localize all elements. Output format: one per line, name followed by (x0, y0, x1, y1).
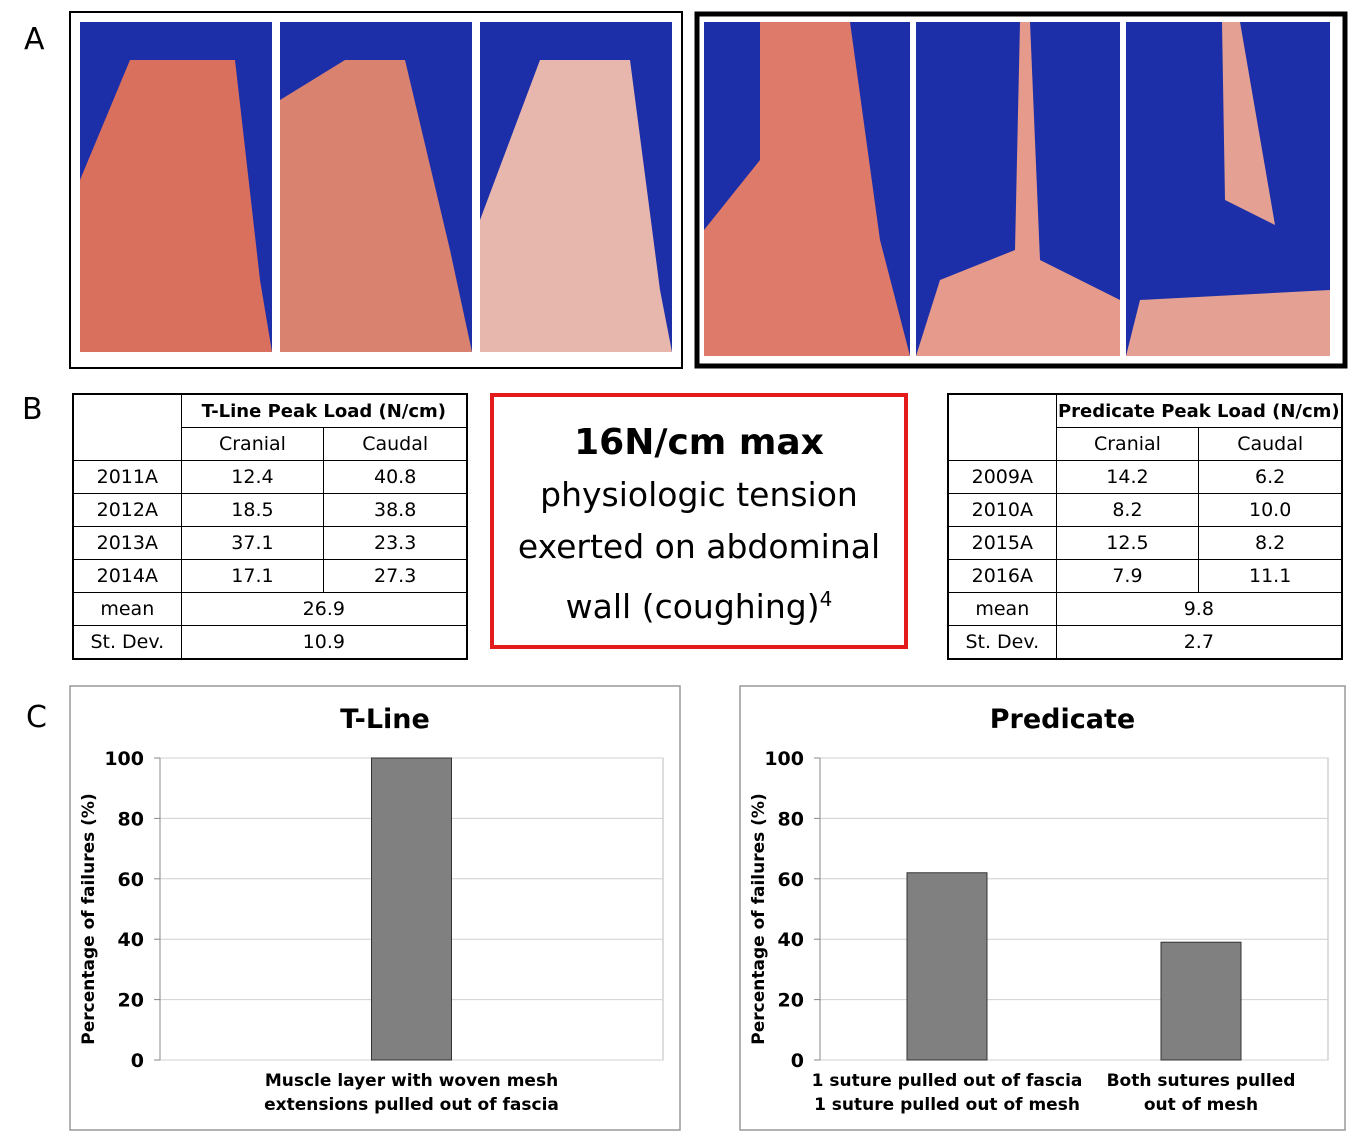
group-header: Predicate Peak Load (N/cm) (1056, 394, 1342, 428)
y-tick-label: 20 (778, 990, 804, 1012)
y-tick-label: 40 (778, 929, 804, 951)
cell: 37.1 (181, 527, 324, 560)
group-header: T-Line Peak Load (N/cm) (181, 394, 467, 428)
superscript: 4 (820, 587, 833, 611)
cell: mean (948, 593, 1056, 626)
cell: 2015A (948, 527, 1056, 560)
cell: St. Dev. (948, 626, 1056, 660)
cell: St. Dev. (73, 626, 181, 660)
panel-label: C (26, 700, 47, 735)
y-tick-label: 0 (131, 1050, 144, 1072)
callout-headline: 16N/cm max (494, 417, 904, 469)
cell: 38.8 (324, 494, 467, 527)
callout-line: physiologic tension (494, 469, 904, 521)
column-header: Caudal (324, 428, 467, 461)
summary-row: St. Dev.2.7 (948, 626, 1342, 660)
cell: 6.2 (1199, 461, 1342, 494)
cell: 40.8 (324, 461, 467, 494)
cell: 12.5 (1056, 527, 1199, 560)
bar (1161, 942, 1241, 1060)
cell: 7.9 (1056, 560, 1199, 593)
cell: 8.2 (1199, 527, 1342, 560)
column-header: Cranial (181, 428, 324, 461)
chart-frame (740, 686, 1345, 1130)
photos (80, 22, 1330, 356)
y-tick-label: 100 (104, 748, 144, 770)
callout-line: wall (coughing) (566, 587, 820, 626)
y-tick-label: 80 (118, 808, 144, 830)
column-header: Caudal (1199, 428, 1342, 461)
y-tick-label: 0 (791, 1050, 804, 1072)
header-row: T-Line Peak Load (N/cm) (73, 394, 467, 428)
panel-label: B (22, 392, 43, 427)
blank-cell (948, 394, 1056, 461)
cell: 14.2 (1056, 461, 1199, 494)
y-tick-label: 20 (118, 990, 144, 1012)
cell: 23.3 (324, 527, 467, 560)
header-row: Predicate Peak Load (N/cm) (948, 394, 1342, 428)
y-tick-label: 60 (118, 869, 144, 891)
y-tick-label: 80 (778, 808, 804, 830)
cell: 2.7 (1056, 626, 1342, 660)
figure: T-LinePercentage of failures (%)02040608… (0, 0, 1358, 1143)
y-axis-label: Percentage of failures (%) (749, 793, 769, 1044)
chart-title: T-Line (340, 704, 430, 735)
cell: 26.9 (181, 593, 467, 626)
column-header: Cranial (1056, 428, 1199, 461)
cell: 9.8 (1056, 593, 1342, 626)
panel-label: A (24, 22, 45, 57)
cell: 2010A (948, 494, 1056, 527)
cell: 2016A (948, 560, 1056, 593)
y-tick-label: 40 (118, 929, 144, 951)
cell: 12.4 (181, 461, 324, 494)
cell: 10.0 (1199, 494, 1342, 527)
cell: 2012A (73, 494, 181, 527)
cell: 2009A (948, 461, 1056, 494)
cell: 11.1 (1199, 560, 1342, 593)
blank-cell (73, 394, 181, 461)
chart-title: Predicate (990, 704, 1135, 735)
callout-line: exerted on abdominal (494, 521, 904, 573)
cell: 27.3 (324, 560, 467, 593)
bar (907, 873, 987, 1060)
callout-box: 16N/cm max physiologic tension exerted o… (490, 393, 908, 649)
cell: 10.9 (181, 626, 467, 660)
cell: 2011A (73, 461, 181, 494)
cell: 8.2 (1056, 494, 1199, 527)
cell: 17.1 (181, 560, 324, 593)
bar (372, 758, 452, 1060)
cell: 18.5 (181, 494, 324, 527)
cell: 2013A (73, 527, 181, 560)
summary-row: St. Dev.10.9 (73, 626, 467, 660)
y-tick-label: 100 (764, 748, 804, 770)
cell: mean (73, 593, 181, 626)
y-axis-label: Percentage of failures (%) (79, 793, 99, 1044)
cell: 2014A (73, 560, 181, 593)
y-tick-label: 60 (778, 869, 804, 891)
